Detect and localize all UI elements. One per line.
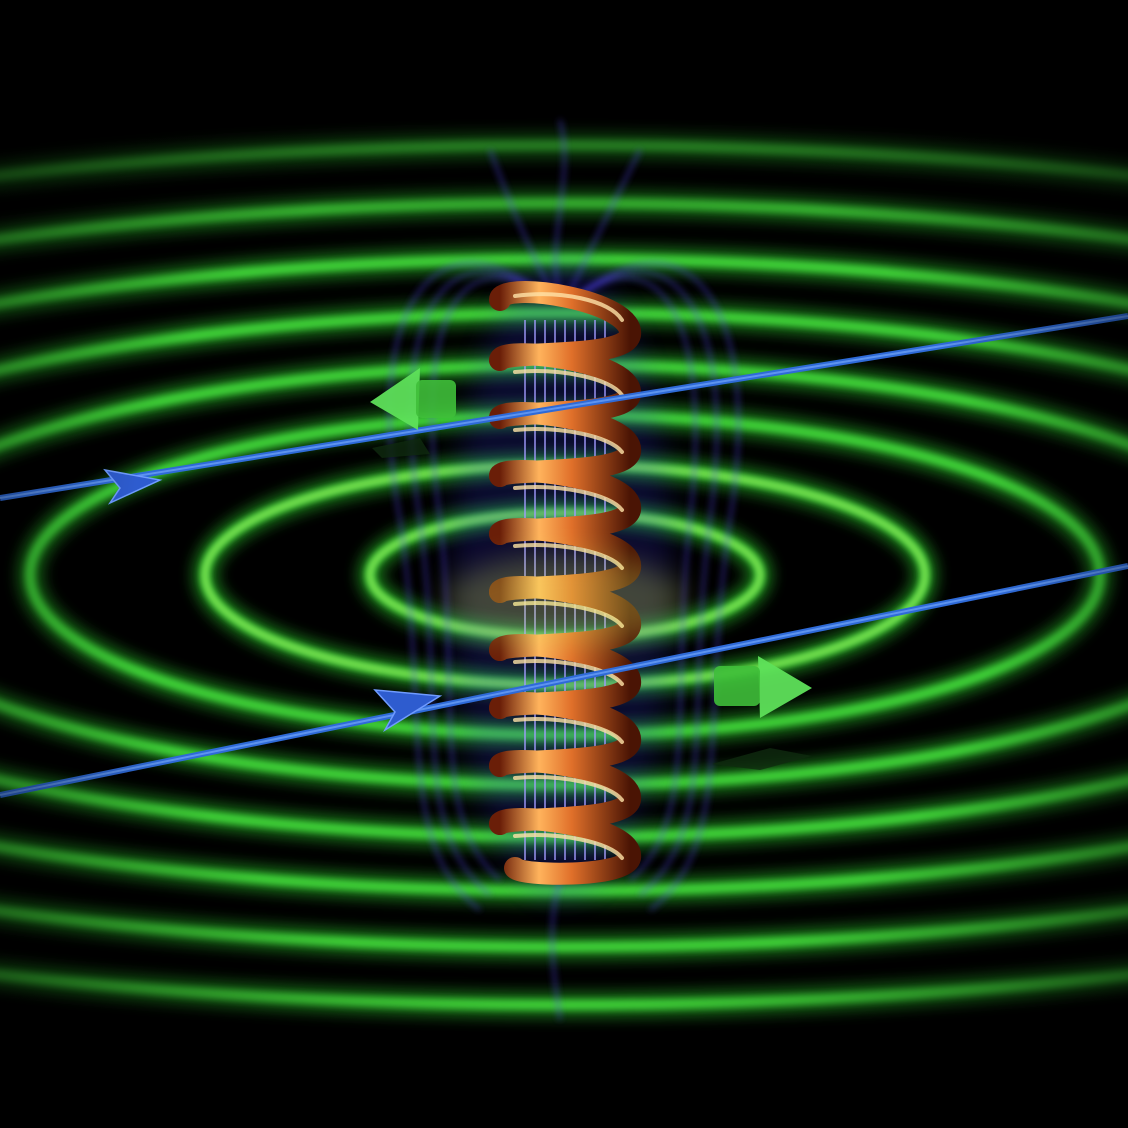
illustration-svg — [0, 0, 1128, 1128]
illustration — [0, 0, 1128, 1128]
